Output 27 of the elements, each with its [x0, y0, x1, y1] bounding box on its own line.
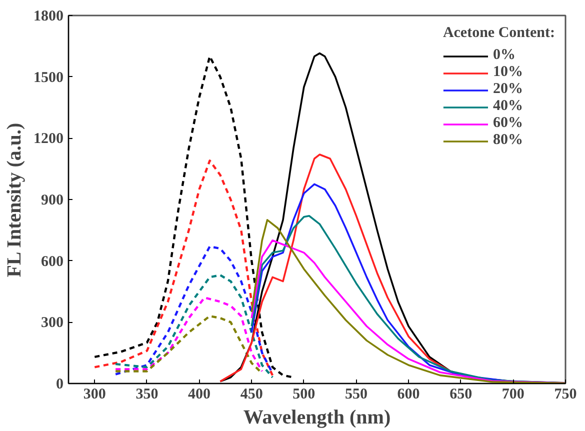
- x-tick-label: 750: [554, 386, 577, 402]
- x-tick-label: 600: [397, 386, 420, 402]
- x-tick-label: 400: [188, 386, 211, 402]
- y-tick-label: 1200: [34, 131, 64, 148]
- x-axis-title: Wavelength (nm): [243, 406, 391, 428]
- line-series: [114, 296, 264, 372]
- x-tick-label: 450: [240, 386, 263, 402]
- legend-title: Acetone Content:: [442, 25, 555, 42]
- x-tick-label: 300: [83, 386, 106, 402]
- y-tick-label: 900: [41, 192, 64, 208]
- legend-label: 80%: [492, 132, 523, 149]
- legend-label: 10%: [492, 64, 523, 81]
- legend-label: 20%: [492, 81, 523, 98]
- y-tick-label: 1500: [34, 70, 64, 86]
- x-tick-label: 650: [450, 386, 472, 402]
- x-tick-label: 700: [502, 386, 524, 402]
- x-tick-label: 550: [344, 386, 368, 402]
- legend-label: 40%: [492, 98, 523, 115]
- y-tick-label: 600: [41, 254, 64, 270]
- y-axis-title: FL Intensity (a.u.): [4, 122, 26, 278]
- legend-label: 60%: [492, 115, 523, 132]
- x-tick-label: 350: [136, 386, 158, 402]
- legend-label: 0%: [492, 47, 516, 64]
- x-tick-label: 500: [292, 386, 316, 402]
- y-tick-label: 300: [41, 315, 64, 332]
- y-tick-label: 1800: [34, 8, 64, 24]
- y-tick-label: 0: [56, 376, 64, 392]
